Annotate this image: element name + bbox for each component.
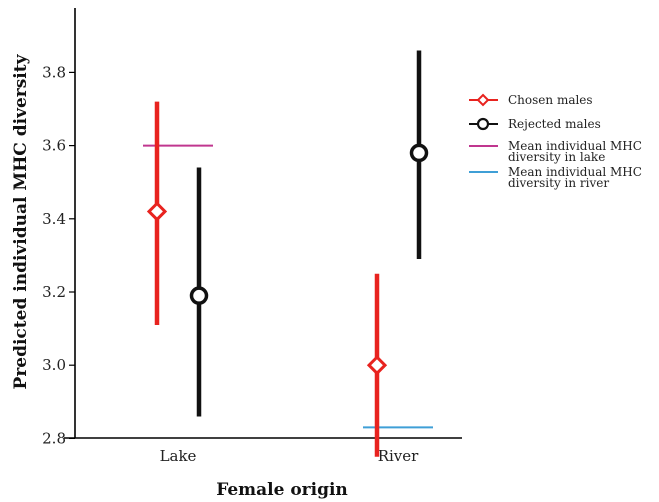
y-tick-label: 3.0 [42, 356, 66, 374]
legend-label: Mean individual MHC [508, 165, 642, 179]
y-tick-label: 3.2 [42, 283, 66, 301]
legend-label: Rejected males [508, 117, 601, 131]
x-tick-label: Lake [160, 447, 197, 465]
legend-label: Chosen males [508, 93, 593, 107]
y-tick-label: 2.8 [42, 429, 66, 447]
rejected-point [409, 143, 429, 163]
x-axis-title: Female origin [216, 480, 348, 500]
y-tick-label: 3.6 [42, 137, 66, 155]
rejected-point [189, 286, 209, 305]
chosen-point [366, 355, 388, 376]
y-axis-title: Predicted individual MHC diversity [11, 53, 31, 389]
chart-marks [143, 50, 433, 457]
x-tick-label: River [378, 447, 419, 465]
legend-marker [476, 93, 490, 107]
legend-label: diversity in lake [508, 150, 605, 164]
chosen-point [146, 201, 168, 222]
legend-marker [476, 117, 490, 131]
y-tick-label: 3.4 [42, 210, 66, 228]
legend: Chosen males Rejected males Mean individua… [469, 93, 642, 190]
y-tick-label: 3.8 [42, 63, 66, 81]
legend-label: Mean individual MHC [508, 139, 642, 153]
legend-label: diversity in river [508, 176, 609, 190]
axes: 2.8 3.0 3.2 3.4 3.6 3.8 Lake River [42, 8, 462, 465]
